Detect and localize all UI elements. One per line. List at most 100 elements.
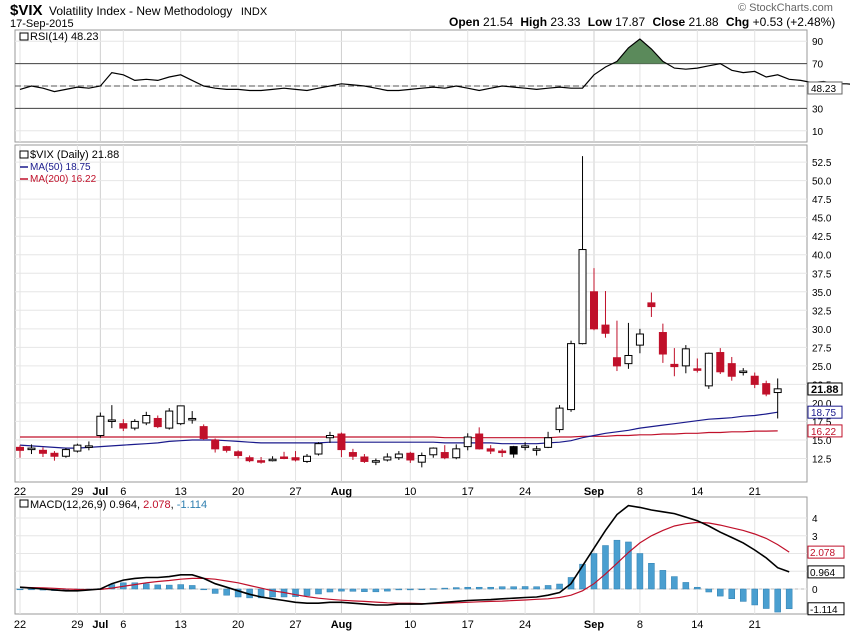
macd-hist-bar — [177, 584, 184, 590]
x-tick-label-bottom: 27 — [289, 619, 301, 631]
macd-hist-bar — [441, 587, 449, 590]
low-value: 17.87 — [615, 15, 646, 29]
macd-legend-part: , — [171, 499, 177, 511]
candle-body — [486, 448, 495, 452]
macd-hist-bar — [625, 541, 632, 590]
price-legend-entry: MA(50) 18.75 — [30, 162, 91, 173]
price-tick-label: 27.5 — [812, 343, 832, 354]
candle-body — [693, 368, 702, 371]
candle-body — [521, 445, 530, 448]
candle-body — [394, 453, 403, 459]
x-tick-label-bottom: 10 — [404, 619, 416, 631]
macd-hist-bar — [338, 588, 345, 592]
price-tick-label: 30.0 — [812, 325, 832, 336]
macd-hist-bar — [407, 588, 414, 591]
price-tick-label: 35.0 — [812, 288, 832, 299]
close-label: Close — [652, 15, 686, 29]
close-value: 21.88 — [688, 15, 719, 29]
macd-hist-bar — [211, 588, 219, 594]
macd-hist-bar — [533, 586, 540, 590]
macd-hist-bar — [579, 563, 586, 590]
x-tick-label-top: 10 — [404, 486, 416, 498]
rsi-tick-label: 10 — [812, 127, 824, 138]
macd-hist-bar — [326, 588, 334, 593]
price-tick-label: 25.0 — [812, 362, 832, 373]
price-tick-label: 12.5 — [812, 454, 832, 465]
x-tick-label-bottom: 14 — [691, 619, 703, 631]
macd-hist-bar — [590, 553, 598, 590]
candle-body — [325, 435, 334, 439]
candle-body — [750, 375, 759, 385]
macd-hist-bar — [143, 583, 150, 590]
macd-hist-bar — [671, 576, 678, 590]
macd-hist-bar — [728, 588, 736, 600]
macd-hist-bar — [349, 588, 357, 592]
candle-body — [578, 249, 587, 345]
price-last-label: 21.88 — [811, 384, 839, 396]
price-tick-label: 17.5 — [812, 417, 832, 428]
candle-body — [211, 439, 220, 450]
x-tick-label-top: Sep — [584, 486, 604, 498]
price-last-label: 18.75 — [811, 408, 836, 419]
macd-hist-bar — [682, 582, 690, 590]
macd-hist-bar — [188, 585, 196, 590]
macd-hist-bar — [418, 588, 426, 591]
candle-body — [601, 324, 610, 334]
macd-hist-bar — [659, 570, 667, 590]
price-tick-label: 37.5 — [812, 269, 832, 280]
candle-body — [383, 456, 392, 461]
macd-hist-bar — [510, 586, 517, 590]
macd-hist-bar — [521, 586, 529, 590]
x-tick-label-bottom: 24 — [519, 619, 531, 631]
macd-hist-bar — [544, 585, 552, 590]
macd-signal-line — [19, 521, 790, 605]
x-tick-label-bottom: Aug — [331, 619, 352, 631]
candle-body — [624, 354, 633, 365]
candle-body — [452, 448, 461, 459]
macd-tick-label: 4 — [812, 514, 818, 525]
macd-hist-bar — [762, 588, 770, 609]
macd-hist-bar — [475, 586, 483, 590]
macd-hist-bar — [16, 588, 24, 591]
price-last-box — [807, 382, 843, 396]
macd-hist-bar — [430, 588, 437, 590]
candle-body — [348, 452, 357, 457]
open-label: Open — [449, 15, 480, 29]
macd-hist-bar — [372, 588, 380, 593]
macd-legend-part: MACD(12,26,9) — [30, 499, 109, 511]
high-label: High — [520, 15, 548, 29]
candle-body — [130, 420, 139, 429]
macd-legend-part: 0.964 — [109, 499, 137, 511]
macd-hist-bar — [200, 588, 207, 591]
high-value: 23.33 — [550, 15, 581, 29]
chg-value: +0.53 (+2.48%) — [752, 15, 836, 29]
macd-last-box — [807, 545, 845, 559]
candle-body — [612, 357, 621, 367]
candle-body — [257, 460, 266, 463]
candle-body — [635, 333, 644, 346]
macd-hist-bar — [303, 588, 311, 596]
macd-hist-bar — [315, 588, 322, 595]
candle-body — [16, 446, 24, 451]
panel-frame-3 — [14, 496, 808, 615]
x-tick-label-bottom: Jul — [92, 619, 108, 631]
copyright: © StockCharts.com — [738, 2, 833, 14]
x-tick-label-bottom: 6 — [120, 619, 126, 631]
macd-tick-label: 3 — [812, 532, 818, 543]
candle-body — [658, 332, 667, 355]
macd-hist-bar — [613, 539, 621, 590]
candle-body — [417, 455, 426, 463]
x-tick-label-top: 29 — [71, 486, 83, 498]
candle-body — [176, 405, 185, 425]
macd-hist-bar — [751, 588, 758, 606]
candle-body — [337, 433, 346, 451]
macd-legend: MACD(12,26,9) 0.964, 2.078, -1.114 — [30, 499, 207, 511]
candle-body — [107, 419, 116, 422]
candle-body — [463, 436, 472, 448]
macd-last-box — [807, 565, 845, 579]
macd-hist-bar — [694, 586, 701, 590]
symbol: $VIX — [10, 2, 43, 19]
price-last-box — [807, 424, 843, 438]
